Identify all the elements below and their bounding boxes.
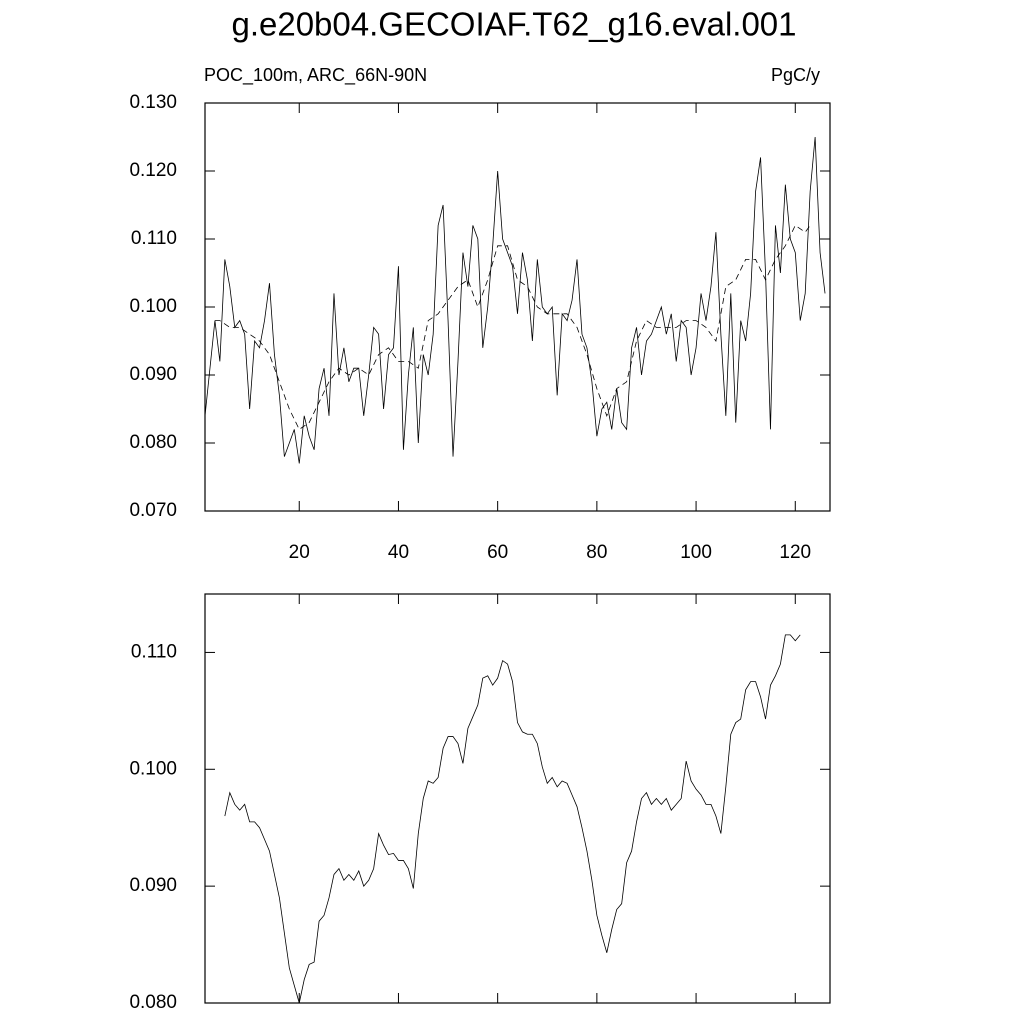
y-tick-label: 0.100	[129, 758, 177, 779]
y-tick-label: 0.120	[129, 160, 177, 181]
y-tick-label: 0.100	[129, 296, 177, 317]
x-tick-label: 100	[680, 542, 712, 563]
y-tick-label: 0.070	[129, 500, 177, 521]
y-tick-label: 0.110	[131, 641, 177, 662]
y-tick-label: 0.080	[129, 992, 177, 1013]
x-tick-label: 40	[388, 542, 409, 563]
x-tick-label: 20	[289, 542, 310, 563]
subtitle-left: POC_100m, ARC_66N-90N	[204, 65, 427, 86]
x-tick-label: 60	[487, 542, 508, 563]
y-tick-label: 0.130	[129, 92, 177, 113]
y-tick-label: 0.080	[129, 432, 177, 453]
x-tick-label: 120	[779, 542, 811, 563]
plot-frame	[204, 102, 831, 512]
data-line	[224, 634, 801, 1004]
y-tick-label: 0.110	[131, 228, 177, 249]
y-tick-label: 0.090	[129, 875, 177, 896]
x-tick-label: 80	[586, 542, 607, 563]
y-tick-label: 0.090	[129, 364, 177, 385]
subtitle-right: PgC/y	[771, 65, 820, 85]
plot-frame	[204, 593, 831, 1004]
data-line	[204, 136, 826, 464]
data-line	[214, 224, 811, 430]
chart-title: g.e20b04.GECOIAF.T62_g16.eval.001	[231, 6, 796, 43]
